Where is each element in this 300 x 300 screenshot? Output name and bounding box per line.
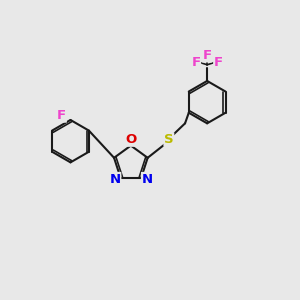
Text: F: F — [191, 56, 200, 69]
Text: F: F — [214, 56, 223, 69]
Text: F: F — [202, 49, 212, 62]
Text: N: N — [142, 172, 153, 185]
Text: S: S — [164, 133, 174, 146]
Text: F: F — [57, 109, 66, 122]
Text: N: N — [110, 172, 121, 185]
Text: O: O — [125, 133, 136, 146]
